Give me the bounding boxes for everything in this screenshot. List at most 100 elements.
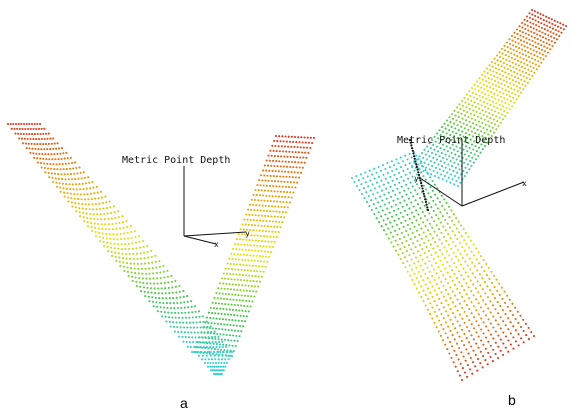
lower-strip-b-point xyxy=(504,346,507,349)
lower-strip-b-point xyxy=(440,194,443,197)
lower-strip-b-point xyxy=(411,231,414,235)
lower-strip-b-point xyxy=(451,312,455,315)
left-arm-a-point xyxy=(150,249,153,252)
right-arm-a-point xyxy=(274,180,277,183)
left-arm-a-point xyxy=(49,148,52,151)
right-arm-a-point xyxy=(196,341,199,344)
lower-strip-b-point xyxy=(455,266,458,269)
right-arm-a-point xyxy=(295,156,299,159)
left-arm-a-point xyxy=(62,187,65,190)
upper-strip-b-point xyxy=(481,109,484,112)
lower-strip-b-point xyxy=(442,225,445,228)
lower-strip-b-point xyxy=(484,314,488,317)
apex-a-point xyxy=(214,358,217,361)
lower-strip-b-point xyxy=(440,323,443,326)
right-arm-a-point xyxy=(262,184,265,187)
lower-strip-b-point xyxy=(365,200,368,204)
left-arm-a-point xyxy=(102,236,105,239)
right-arm-a-point xyxy=(266,225,269,228)
left-arm-a-point xyxy=(132,252,135,256)
right-arm-a-point xyxy=(205,326,208,329)
left-arm-a-point xyxy=(130,230,133,234)
lower-strip-b-point xyxy=(430,216,433,219)
lower-strip-b-point xyxy=(425,256,429,259)
left-arm-a-point xyxy=(177,330,180,333)
right-arm-a-point xyxy=(268,245,271,248)
left-arm-a-point xyxy=(179,296,182,299)
apex-a-point xyxy=(225,354,228,357)
right-arm-a-point xyxy=(219,307,222,310)
right-arm-a-point xyxy=(214,312,217,315)
lower-strip-b-point xyxy=(477,346,480,349)
right-arm-a-point xyxy=(293,181,296,184)
upper-strip-b-point xyxy=(424,153,427,156)
lower-strip-b-point xyxy=(462,278,465,281)
upper-strip-b-point xyxy=(446,137,449,140)
left-arm-a-point xyxy=(182,321,185,324)
upper-strip-b-point xyxy=(524,32,527,35)
right-arm-a-point xyxy=(212,342,215,345)
upper-strip-b-point xyxy=(482,113,485,117)
lower-strip-b-point xyxy=(384,167,387,171)
left-arm-a-point xyxy=(90,226,93,229)
apex-a-point xyxy=(217,358,220,361)
left-arm-a-point xyxy=(45,158,48,161)
upper-strip-b-point xyxy=(535,68,538,71)
right-arm-a-point xyxy=(281,160,284,163)
lower-strip-b-point xyxy=(414,199,417,202)
lower-strip-b-point xyxy=(474,287,477,290)
left-arm-a-point xyxy=(59,186,62,189)
lower-strip-b-point xyxy=(451,323,454,326)
upper-strip-b-point xyxy=(505,58,508,61)
lower-strip-b-point xyxy=(394,203,397,206)
right-arm-a-point xyxy=(254,275,257,278)
right-arm-a-point xyxy=(264,265,267,268)
left-arm-a-point xyxy=(183,331,186,334)
upper-strip-b-point xyxy=(513,58,517,61)
left-arm-a-point xyxy=(167,286,170,289)
right-arm-a-point xyxy=(274,134,278,138)
lower-strip-b-point xyxy=(501,297,504,300)
lower-strip-b-point xyxy=(504,335,507,338)
upper-strip-b-point xyxy=(506,85,510,88)
left-arm-a-point xyxy=(44,171,47,174)
upper-strip-b-point xyxy=(494,84,497,87)
right-arm-a-point xyxy=(242,315,245,318)
lower-strip-b-point xyxy=(496,356,500,360)
upper-strip-b-point xyxy=(506,98,509,101)
lower-strip-b-point xyxy=(444,321,447,324)
right-arm-a-point xyxy=(285,201,288,204)
lower-strip-b-point xyxy=(466,375,469,378)
upper-strip-b-point xyxy=(547,16,551,20)
left-arm-a-point xyxy=(136,257,139,260)
lower-strip-b-point xyxy=(461,245,464,248)
right-arm-a-point xyxy=(242,228,245,231)
right-arm-a-point xyxy=(211,327,214,330)
upper-strip-b-point xyxy=(465,158,468,161)
left-arm-a-point xyxy=(110,217,113,220)
upper-strip-b-point xyxy=(489,86,492,89)
lower-strip-b-point xyxy=(465,314,468,318)
right-arm-a-point xyxy=(237,233,240,236)
upper-strip-b-point xyxy=(455,106,459,109)
upper-strip-b-point xyxy=(530,70,533,73)
right-arm-a-point xyxy=(245,264,248,267)
left-arm-a-point xyxy=(158,297,161,300)
lower-strip-b-point xyxy=(464,271,467,274)
lower-strip-b-point xyxy=(401,252,404,255)
right-arm-a-point xyxy=(300,136,303,139)
lower-strip-b-point xyxy=(398,191,401,194)
right-arm-a-point xyxy=(264,179,267,182)
upper-strip-b-point xyxy=(467,128,470,131)
right-arm-a-point xyxy=(254,224,257,227)
upper-strip-b-point xyxy=(508,42,512,45)
right-arm-a-point xyxy=(284,160,287,163)
lower-strip-b-point xyxy=(514,340,518,343)
lower-strip-b-point xyxy=(362,187,365,190)
upper-strip-b-point xyxy=(452,170,455,173)
upper-strip-b-point xyxy=(468,133,471,136)
lower-strip-b-point xyxy=(459,263,462,266)
lower-strip-b-point xyxy=(454,255,458,258)
upper-strip-b-point xyxy=(456,137,459,140)
apex-a-point xyxy=(209,361,212,365)
